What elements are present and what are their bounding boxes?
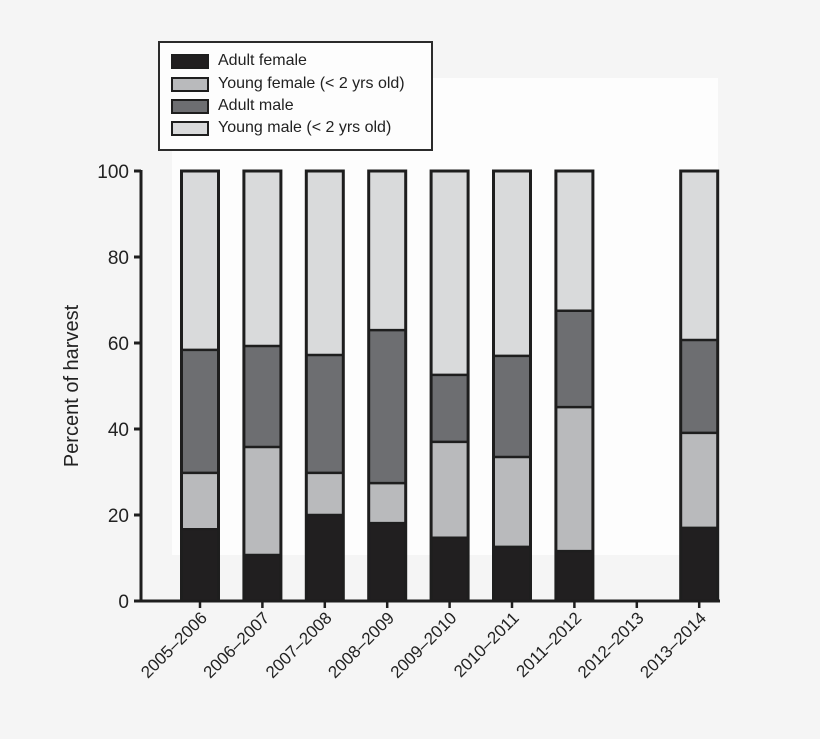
legend-item-adult-female: Adult female [171,51,307,71]
bar-segment [243,346,281,448]
bar-segment [181,472,219,530]
bar-segment [555,310,593,408]
bar-segment [431,441,469,538]
bar-segment [368,330,406,484]
bar-segment [306,472,344,515]
legend-label: Young male (< 2 yrs old) [218,119,392,136]
bar-segment [493,355,531,457]
legend-label: Young female (< 2 yrs old) [218,75,405,92]
x-tick-label: 2007–2008 [262,608,336,682]
legend: Adult female Young female (< 2 yrs old) … [158,41,433,151]
bar-segment [431,537,469,601]
x-tick-label: 2013–2014 [636,608,710,682]
x-tick-label: 2010–2011 [450,608,523,681]
bar-segment [181,349,219,473]
y-tick-label: 20 [108,506,129,527]
legend-item-adult-male: Adult male [171,96,294,116]
bar-segment [680,339,718,433]
bar-segment [306,515,344,601]
y-tick-label: 100 [97,162,129,183]
bar-segment [431,374,469,442]
legend-label: Adult male [218,97,294,114]
y-tick-label: 0 [118,592,129,613]
bar-segment [555,407,593,552]
x-tick-label: 2009–2010 [387,608,461,682]
bar-segment [493,456,531,547]
bar-segment [243,447,281,555]
bar-segment [243,554,281,601]
bar-segment [306,171,344,356]
x-tick-label: 2012–2013 [574,608,648,682]
bar-segment [243,171,281,347]
bar-segment [368,523,406,601]
y-tick-label: 40 [108,420,129,441]
bar-segment [555,171,593,311]
bar-segment [493,546,531,601]
x-tick-label: 2008–2009 [324,608,398,682]
bar-segment [368,171,406,331]
bar-segment [306,355,344,473]
legend-swatch-adult-male [171,98,209,114]
bar-segment [680,432,718,528]
bar-segment [181,171,219,350]
bar-segment [680,171,718,340]
legend-item-young-female: Young female (< 2 yrs old) [171,74,405,94]
x-tick-label: 2005–2006 [137,608,211,682]
legend-swatch-adult-female [171,53,209,69]
legend-item-young-male: Young male (< 2 yrs old) [171,118,391,138]
bar-segment [181,529,219,601]
legend-swatch-young-female [171,76,209,92]
y-tick-label: 80 [108,248,129,269]
y-axis-label: Percent of harvest [61,304,83,467]
bar-segment [493,171,531,356]
bar-segment [555,551,593,601]
legend-swatch-young-male [171,120,209,136]
legend-label: Adult female [218,52,307,69]
bar-segment [680,527,718,601]
bar-segment [431,171,469,375]
x-tick-label: 2006–2007 [200,608,274,682]
bar-segment [368,483,406,524]
y-tick-label: 60 [108,334,129,355]
